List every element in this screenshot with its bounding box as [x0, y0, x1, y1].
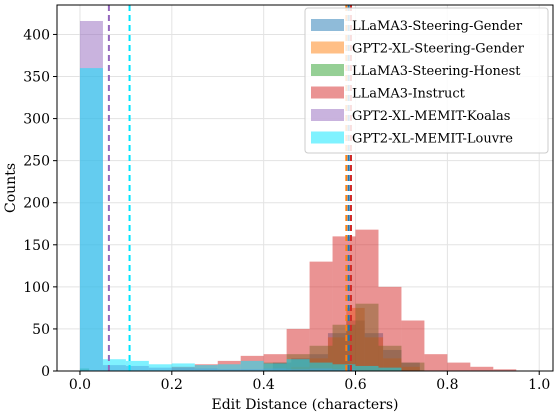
- histogram-bars: [79, 20, 517, 371]
- bar-5-7: [240, 360, 264, 371]
- bar-5-9: [286, 359, 310, 371]
- x-axis-ticks: 0.0 0.2 0.4 0.6 0.8 1.0: [69, 371, 550, 393]
- bar-5-4: [171, 363, 195, 371]
- y-tick-label-8: 400: [23, 27, 50, 43]
- legend-label-4: GPT2-XL-MEMIT-Koalas: [352, 109, 510, 124]
- plot-frame: [56, 4, 554, 372]
- bar-5-6: [217, 364, 241, 371]
- bar-5-12: [355, 365, 379, 371]
- bar-5-8: [263, 363, 287, 371]
- legend-label-1: GPT2-XL-Steering-Gender: [352, 42, 525, 57]
- bar-5-10: [309, 362, 333, 371]
- legend-label-2: LLaMA3-Steering-Honest: [352, 64, 521, 79]
- bar-5-5: [194, 365, 218, 371]
- bar-5-13: [378, 367, 402, 371]
- bar-5-0: [79, 68, 103, 371]
- x-tick-label-1: 0.2: [161, 377, 183, 393]
- y-tick-label-1: 50: [32, 322, 50, 338]
- y-axis-ticks: 0 50 100 150 200 250 300 350 400: [23, 27, 57, 380]
- y-tick-label-3: 150: [23, 238, 50, 254]
- bar-3-9: [378, 286, 402, 371]
- y-tick-label-0: 0: [41, 364, 50, 380]
- y-tick-label-4: 200: [23, 196, 50, 212]
- legend-swatch-2: [311, 64, 344, 76]
- bar-3-13: [470, 366, 494, 371]
- bar-3-8: [355, 229, 379, 371]
- legend-swatch-3: [311, 86, 344, 99]
- legend-label-5: GPT2-XL-MEMIT-Louvre: [352, 132, 513, 147]
- bar-5-1: [102, 359, 126, 371]
- bar-3-7: [332, 236, 356, 371]
- legend-swatch-5: [311, 131, 344, 144]
- bar-3-12: [447, 362, 471, 371]
- x-tick-label-4: 0.8: [436, 377, 458, 393]
- bar-3-11: [424, 354, 448, 371]
- legend-label-3: LLaMA3-Instruct: [352, 87, 466, 102]
- bar-5-2: [125, 360, 149, 371]
- y-tick-label-7: 350: [23, 70, 50, 86]
- x-tick-label-2: 0.4: [253, 377, 275, 393]
- bar-5-11: [332, 364, 356, 371]
- bar-3-14: [493, 369, 517, 371]
- x-tick-label-3: 0.6: [344, 377, 366, 393]
- x-axis-label: Edit Distance (characters): [212, 397, 399, 413]
- bar-5-3: [148, 364, 172, 371]
- legend: LLaMA3-Steering-Gender GPT2-XL-Steering-G…: [304, 7, 549, 154]
- legend-swatch-4: [311, 109, 344, 121]
- y-tick-label-5: 250: [23, 154, 50, 170]
- legend-swatch-0: [311, 19, 344, 31]
- y-tick-label-2: 100: [23, 280, 50, 296]
- bar-3-6: [309, 261, 333, 371]
- y-tick-label-6: 300: [23, 112, 50, 128]
- y-axis-label: Counts: [3, 163, 19, 213]
- legend-swatch-1: [311, 41, 344, 54]
- x-tick-label-0: 0.0: [69, 377, 91, 393]
- legend-label-0: LLaMA3-Steering-Gender: [352, 19, 523, 34]
- x-tick-label-5: 1.0: [528, 377, 550, 393]
- bar-3-10: [401, 320, 425, 371]
- legend-box: [304, 7, 549, 154]
